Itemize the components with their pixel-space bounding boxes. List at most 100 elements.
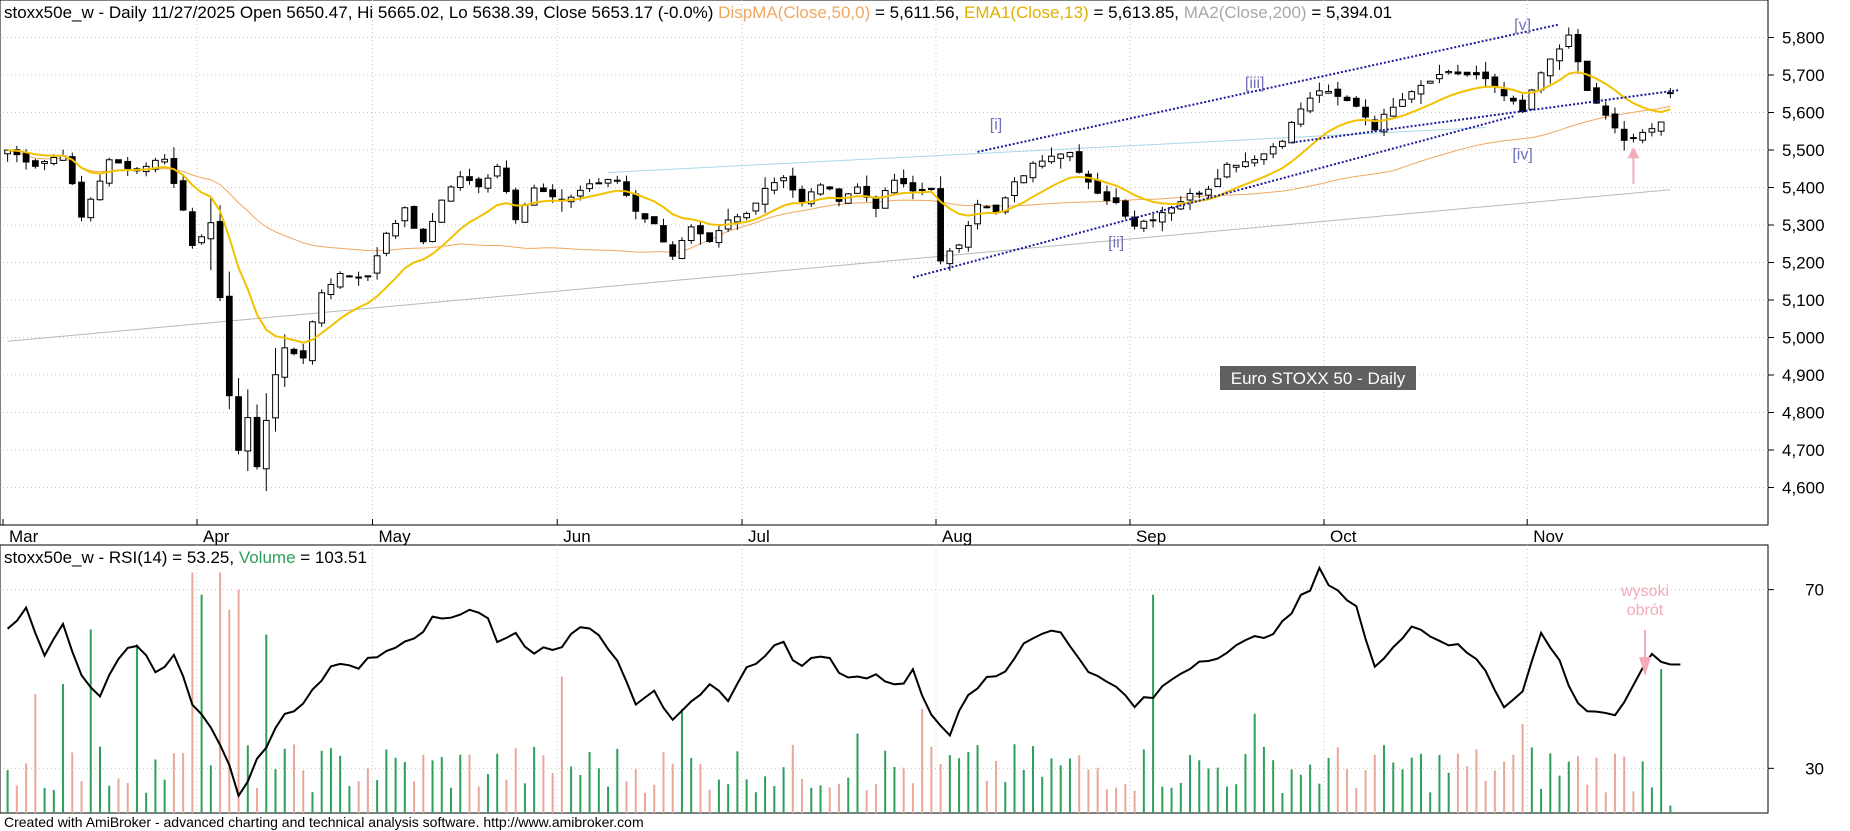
ema-line [7, 70, 1671, 344]
candle-body [678, 239, 686, 259]
candle-body [1648, 128, 1656, 133]
candle-body [595, 182, 603, 185]
thin-trend-lines [608, 127, 1486, 173]
candle-body [650, 216, 658, 225]
wave-channel-lines [912, 23, 1680, 279]
candle-body [299, 350, 307, 359]
candle-body [1463, 71, 1471, 76]
rsi-header: stoxx50e_w - RSI(14) = 53.25, Volume = 1… [4, 548, 367, 567]
month-label: Jun [563, 527, 590, 546]
candle-body [807, 191, 815, 205]
candle-body [373, 255, 381, 274]
ema-value: = 5,613.85, [1089, 3, 1179, 22]
rsi-y-tick-label: 30 [1805, 759, 1824, 778]
candle-body [909, 182, 917, 192]
candle-body [1269, 146, 1277, 155]
candle-body [715, 230, 723, 244]
candle-body [1371, 119, 1379, 131]
candle-body [115, 159, 122, 164]
candle-body [1223, 163, 1231, 178]
candle-body [798, 188, 806, 203]
candle-body [179, 180, 187, 211]
candle-body [1343, 96, 1351, 102]
price-y-tick-label: 4,700 [1782, 441, 1825, 460]
month-label: Mar [9, 527, 39, 546]
price-arrow-icon [1627, 147, 1640, 184]
candle-body [1306, 97, 1314, 112]
candle-body [1057, 153, 1065, 159]
price-y-tick-label: 4,800 [1782, 404, 1825, 423]
candle-body [1205, 188, 1212, 196]
candle-body [734, 216, 741, 223]
dispma-value: = 5,611.56, [870, 3, 959, 22]
price-y-tick-label: 4,600 [1782, 479, 1825, 498]
candle-body [1362, 106, 1369, 118]
candle-body [290, 348, 298, 355]
price-header: stoxx50e_w - Daily 11/27/2025 Open 5650.… [4, 3, 1392, 22]
candle-body [225, 295, 233, 397]
candle-body [503, 167, 510, 193]
candle-body [706, 232, 714, 243]
candle-body [50, 156, 58, 165]
price-y-tick-label: 5,600 [1782, 104, 1825, 123]
candle-body [743, 212, 750, 219]
candle-body [96, 180, 104, 201]
candle-body [1509, 97, 1517, 102]
candle-body [41, 161, 48, 164]
candle-body [318, 292, 326, 324]
candle-body [900, 177, 908, 185]
channel-line [977, 23, 1560, 153]
candle-body [22, 152, 30, 163]
candle-body [752, 202, 760, 212]
candle-body [697, 225, 704, 235]
candle-body [1011, 181, 1018, 197]
price-y-tick-label: 5,800 [1782, 29, 1825, 48]
candle-body [983, 206, 991, 209]
rsi-y-tick-label: 70 [1805, 581, 1824, 600]
candle-body [817, 184, 824, 195]
candle-body [1103, 191, 1111, 202]
candle-body [1122, 200, 1129, 217]
candle-body [1426, 80, 1434, 84]
rsi-header-main: stoxx50e_w - RSI(14) = 53.25, [4, 548, 234, 567]
candle-body [937, 188, 944, 262]
candle-body [1537, 72, 1545, 91]
candle-body [1380, 113, 1388, 133]
price-y-tick-label: 5,400 [1782, 179, 1825, 198]
volume-value: = 103.51 [296, 548, 367, 567]
candle-body [1186, 192, 1194, 201]
candle-body [1528, 89, 1536, 110]
candle-body [429, 220, 436, 243]
candle-body [1288, 121, 1296, 144]
candle-body [1075, 151, 1083, 173]
candle-body [641, 213, 649, 220]
rsi-line [6, 565, 1681, 799]
month-label: Sep [1136, 527, 1166, 546]
price-y-axis: 5,800 5,700 5,600 5,500 5,400 5,300 5,200 5,100… [1768, 29, 1825, 498]
candle-body [1399, 99, 1406, 107]
candle-body [410, 206, 418, 229]
candle-body [87, 198, 95, 219]
ma200-line [7, 189, 1671, 342]
candle-body [1630, 137, 1637, 140]
rsi-path [6, 565, 1671, 799]
candle-body [669, 244, 677, 257]
dispma-label: DispMA(Close,50,0) [718, 3, 870, 22]
candle-body [207, 222, 215, 240]
candle-body [881, 190, 889, 209]
candle-body [521, 204, 529, 223]
candle-body [1556, 48, 1563, 62]
ema-label: EMA1(Close,13) [964, 3, 1089, 22]
candle-body [1315, 90, 1323, 96]
wave-label: [iii] [1245, 75, 1265, 92]
price-pane: [i] [ii] [iii] [iv] [v] 5,800 5,700 5,600 5,500… [0, 0, 1825, 546]
candle-body [1408, 91, 1416, 100]
candle-body [346, 275, 353, 278]
candle-body [1454, 71, 1462, 75]
candle-body [549, 189, 556, 198]
candle-body [456, 176, 464, 188]
volume-annotation: wysoki obrót [1620, 583, 1669, 676]
candle-body [1158, 212, 1166, 223]
chart-title-box: Euro STOXX 50 - Daily [1220, 366, 1416, 390]
candle-body [1417, 84, 1425, 95]
